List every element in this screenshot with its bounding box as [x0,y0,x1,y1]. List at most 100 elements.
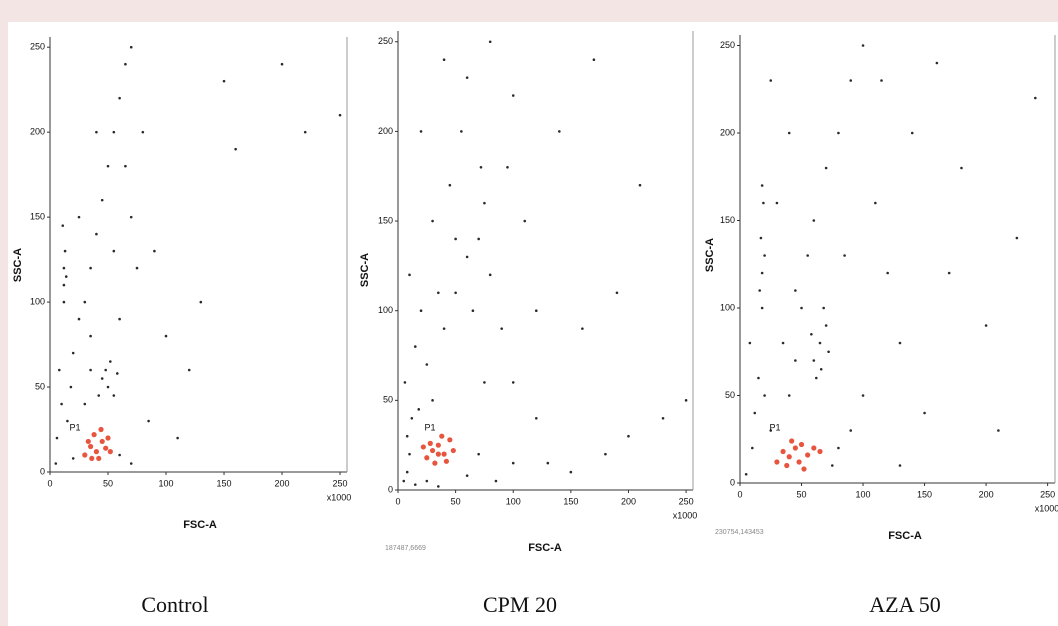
event [759,236,763,240]
x-tick-label: 50 [797,489,807,499]
y-tick-label: 200 [30,127,45,137]
event [960,166,963,170]
event [338,113,342,117]
event [511,381,515,384]
event [638,183,642,187]
event [124,62,127,66]
event [61,224,65,227]
event [935,61,939,65]
event [627,434,630,438]
event [830,464,834,467]
event [454,237,457,241]
event [592,58,596,61]
event [861,44,865,47]
event [135,266,139,270]
event [787,394,791,397]
gated-event [424,455,430,461]
event [112,130,116,134]
gated-event [801,466,807,472]
event [523,219,527,223]
y-tick-label: 250 [720,40,735,50]
gated-event [85,438,91,445]
event [849,429,853,432]
caption: Control [141,592,208,617]
event [104,368,107,372]
x-axis-label: FSC-A [528,542,562,554]
event [819,367,823,371]
event [408,452,411,456]
y-axis-label: SSC-A [359,253,371,287]
event [63,249,67,253]
event [100,377,104,380]
event [886,271,889,275]
event [187,368,191,372]
x-tick-label: 150 [917,489,932,499]
gated-event [774,459,780,465]
x-tick-label: 200 [621,496,636,506]
event [757,376,760,380]
x-multiplier: x1000 [1035,503,1058,513]
event [60,402,63,406]
event [781,341,785,345]
event [604,452,607,456]
x-tick-label: 50 [103,478,113,488]
event [762,201,765,205]
y-axis-label: SSC-A [12,248,24,282]
event [546,461,550,465]
event [83,300,87,304]
event [199,300,203,304]
gated-event [103,445,109,451]
event [794,289,797,292]
x-tick-label: 200 [275,478,290,488]
x-axis-label: FSC-A [888,530,922,542]
event [66,419,69,423]
event [794,359,797,362]
event [843,254,846,257]
gated-event [93,449,100,455]
event [483,381,486,384]
event [77,317,81,321]
event [141,130,145,134]
x-tick-label: 250 [679,496,694,506]
x-tick-label: 150 [563,496,578,506]
event [112,394,116,397]
event [100,198,104,202]
event [787,131,791,135]
event [923,411,926,415]
event [874,201,877,205]
event [442,58,446,61]
event [861,394,865,397]
event [751,446,754,450]
event [460,130,463,133]
gated-event [441,451,447,457]
gated-event [450,447,456,454]
event [425,363,429,366]
event [118,96,121,100]
event [402,479,406,483]
y-tick-label: 0 [40,466,45,476]
event [615,291,619,295]
gated-event [98,426,104,433]
x-tick-label: 50 [451,496,461,506]
event [898,341,902,345]
y-tick-label: 150 [720,215,735,225]
x-tick-label: 250 [1040,489,1055,499]
event [405,434,409,438]
event [118,317,121,321]
event [280,62,284,66]
event [483,201,486,205]
event [569,470,573,474]
event [413,345,417,348]
event [997,429,1000,432]
event [64,275,68,278]
event [419,130,423,133]
gated-event [432,460,438,466]
event [77,215,81,219]
event [222,79,226,83]
event [800,306,803,310]
event [744,472,748,476]
gated-event [105,435,111,441]
x-tick-label: 200 [979,489,994,499]
event [661,416,665,420]
